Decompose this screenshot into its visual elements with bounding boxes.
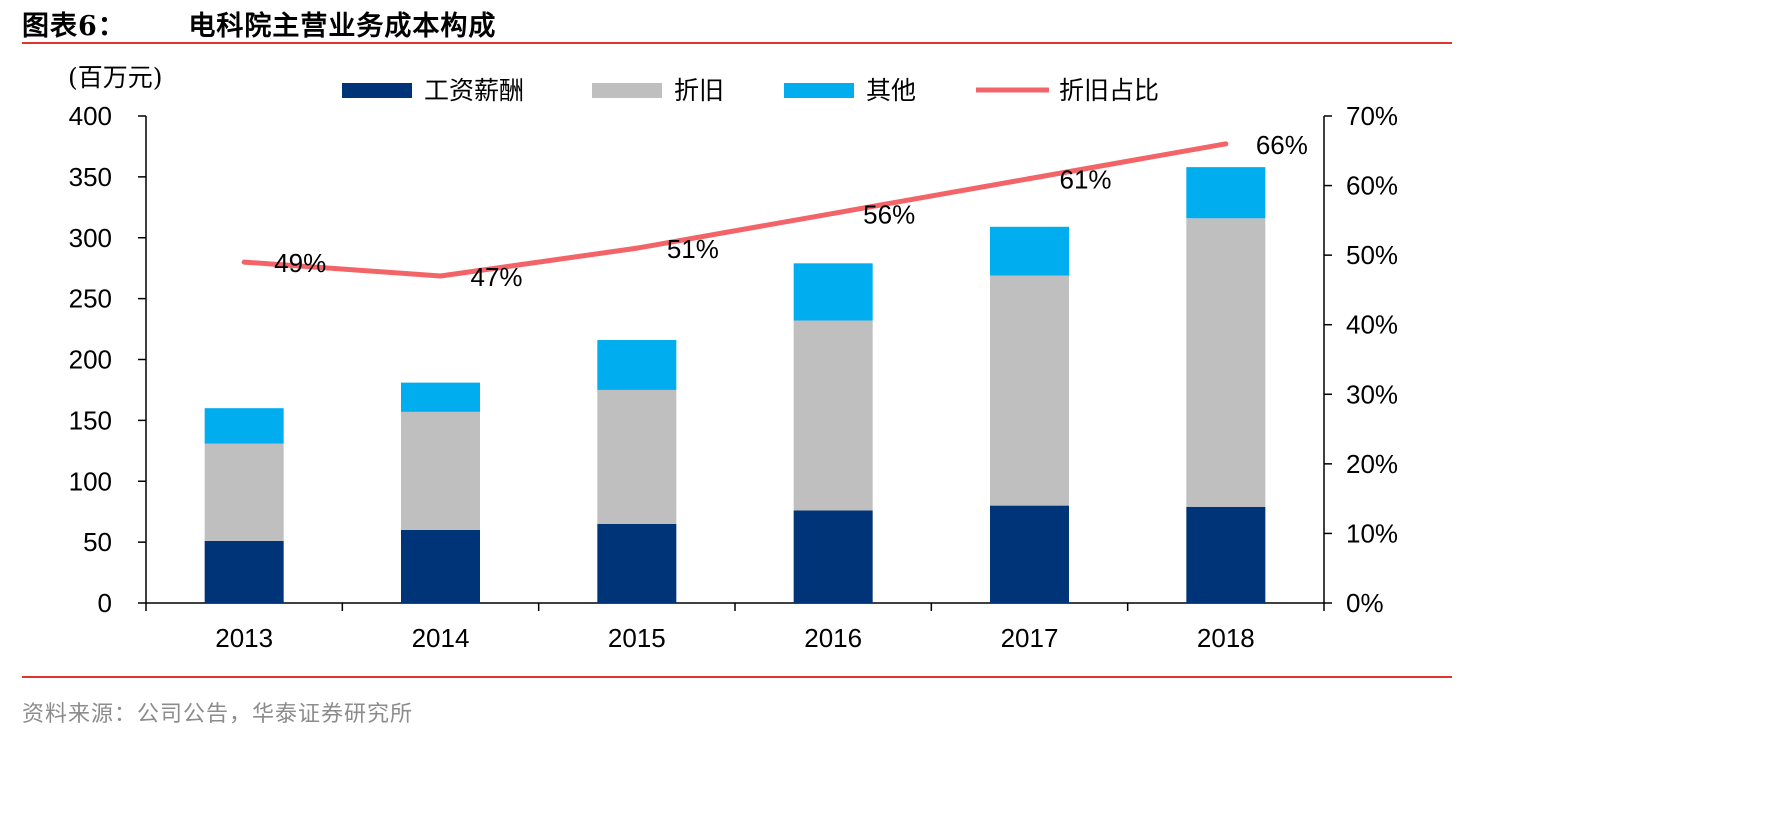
share-line bbox=[243, 141, 1227, 279]
line-point bbox=[634, 245, 640, 251]
legend-label: 其他 bbox=[866, 76, 916, 105]
bar-segment bbox=[793, 263, 873, 321]
bar-segment bbox=[793, 510, 873, 603]
x-tick-label: 2016 bbox=[804, 623, 862, 653]
bar-segment bbox=[204, 540, 284, 603]
bar-segment bbox=[597, 389, 677, 524]
bar-segment bbox=[793, 320, 873, 511]
y-tick-label: 50 bbox=[83, 527, 112, 557]
data-label: 47% bbox=[471, 262, 523, 292]
bar-segment bbox=[1186, 506, 1266, 603]
figure-title: 图表6： 电科院主营业务成本构成 bbox=[22, 11, 497, 42]
bar-segment bbox=[990, 275, 1069, 506]
line-point bbox=[241, 259, 247, 265]
legend-label: 折旧占比 bbox=[1059, 76, 1159, 105]
line-point bbox=[1223, 141, 1229, 147]
chart-axes: 0 50 100 150 200 250 300 350 400 0% 10% 20% 30% 40% 50… bbox=[69, 101, 1398, 653]
legend-swatch bbox=[784, 83, 854, 98]
legend-swatch bbox=[342, 83, 412, 98]
line-point bbox=[830, 210, 836, 216]
data-label: 66% bbox=[1256, 130, 1308, 160]
data-label: 61% bbox=[1060, 165, 1112, 195]
legend-label: 工资薪酬 bbox=[424, 76, 524, 105]
y2-tick-label: 10% bbox=[1346, 518, 1398, 548]
line-point bbox=[1027, 176, 1032, 182]
y-tick-label: 150 bbox=[69, 405, 112, 435]
y2-tick-label: 0% bbox=[1346, 588, 1384, 618]
bar-segment bbox=[597, 523, 677, 603]
y-tick-label: 300 bbox=[69, 223, 112, 253]
y-tick-label: 400 bbox=[69, 101, 112, 131]
bar-segment bbox=[204, 408, 284, 444]
y2-tick-label: 30% bbox=[1346, 379, 1398, 409]
y-tick-label: 100 bbox=[69, 466, 112, 496]
bar-segment bbox=[401, 529, 480, 603]
bar-segment bbox=[597, 340, 677, 390]
y2-tick-label: 60% bbox=[1346, 171, 1398, 201]
chart-legend: 工资薪酬 折旧 其他 折旧占比 bbox=[342, 76, 1159, 105]
y2-tick-label: 20% bbox=[1346, 449, 1398, 479]
data-label: 49% bbox=[274, 248, 326, 278]
y-tick-label: 200 bbox=[69, 345, 112, 375]
y-tick-label: 350 bbox=[69, 162, 112, 192]
bar-segment bbox=[204, 443, 284, 541]
chart-line: 49% 47% 51% 56% 61% 66% bbox=[241, 130, 1308, 292]
legend-swatch bbox=[592, 83, 662, 98]
source-note: 资料来源：公司公告，华泰证券研究所 bbox=[22, 702, 414, 727]
x-tick-label: 2013 bbox=[215, 623, 273, 653]
bar-segment bbox=[401, 382, 480, 412]
chart-bars bbox=[204, 167, 1266, 603]
top-divider bbox=[22, 42, 1452, 44]
data-label: 56% bbox=[863, 199, 915, 229]
y-tick-label: 0 bbox=[98, 588, 112, 618]
bar-segment bbox=[1186, 218, 1266, 507]
y2-tick-label: 50% bbox=[1346, 240, 1398, 270]
y2-tick-label: 70% bbox=[1346, 101, 1398, 131]
x-tick-label: 2017 bbox=[1001, 623, 1059, 653]
x-tick-label: 2015 bbox=[608, 623, 666, 653]
bar-segment bbox=[990, 505, 1069, 603]
x-tick-label: 2014 bbox=[412, 623, 470, 653]
y-axis-unit: (百万元) bbox=[68, 63, 163, 92]
bar-segment bbox=[990, 226, 1069, 276]
y-tick-label: 250 bbox=[69, 284, 112, 314]
bar-segment bbox=[1186, 167, 1266, 219]
bottom-divider bbox=[22, 676, 1452, 678]
line-point bbox=[438, 273, 443, 279]
y2-tick-label: 40% bbox=[1346, 310, 1398, 340]
x-tick-label: 2018 bbox=[1197, 623, 1255, 653]
bar-segment bbox=[401, 411, 480, 530]
legend-label: 折旧 bbox=[674, 76, 724, 105]
data-label: 51% bbox=[667, 234, 719, 264]
